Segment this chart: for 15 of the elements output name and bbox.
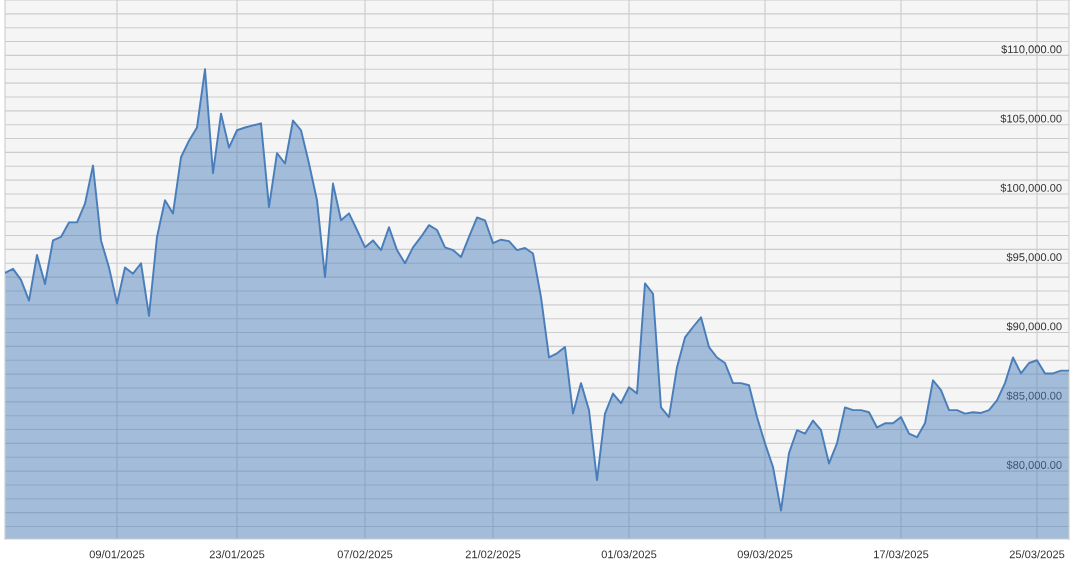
x-tick-label: 01/03/2025 — [601, 550, 657, 559]
y-tick-label: $100,000.00 — [1000, 183, 1062, 194]
x-tick-label: 21/02/2025 — [465, 550, 521, 559]
x-tick-label: 07/02/2025 — [337, 550, 393, 559]
y-tick-label: $95,000.00 — [1006, 252, 1062, 263]
x-tick-label: 17/03/2025 — [874, 550, 929, 559]
y-tick-label: $110,000.00 — [1001, 44, 1062, 55]
x-tick-label: 09/01/2025 — [89, 550, 145, 559]
x-tick-label: 09/03/2025 — [737, 550, 793, 559]
y-tick-label: $80,000.00 — [1006, 460, 1062, 471]
x-tick-label: 25/03/2025 — [1009, 550, 1065, 559]
y-tick-label: $90,000.00 — [1006, 322, 1062, 332]
x-tick-label: 23/01/2025 — [209, 550, 265, 559]
y-tick-label: $85,000.00 — [1006, 391, 1062, 401]
y-tick-label: $105,000.00 — [1000, 114, 1062, 124]
